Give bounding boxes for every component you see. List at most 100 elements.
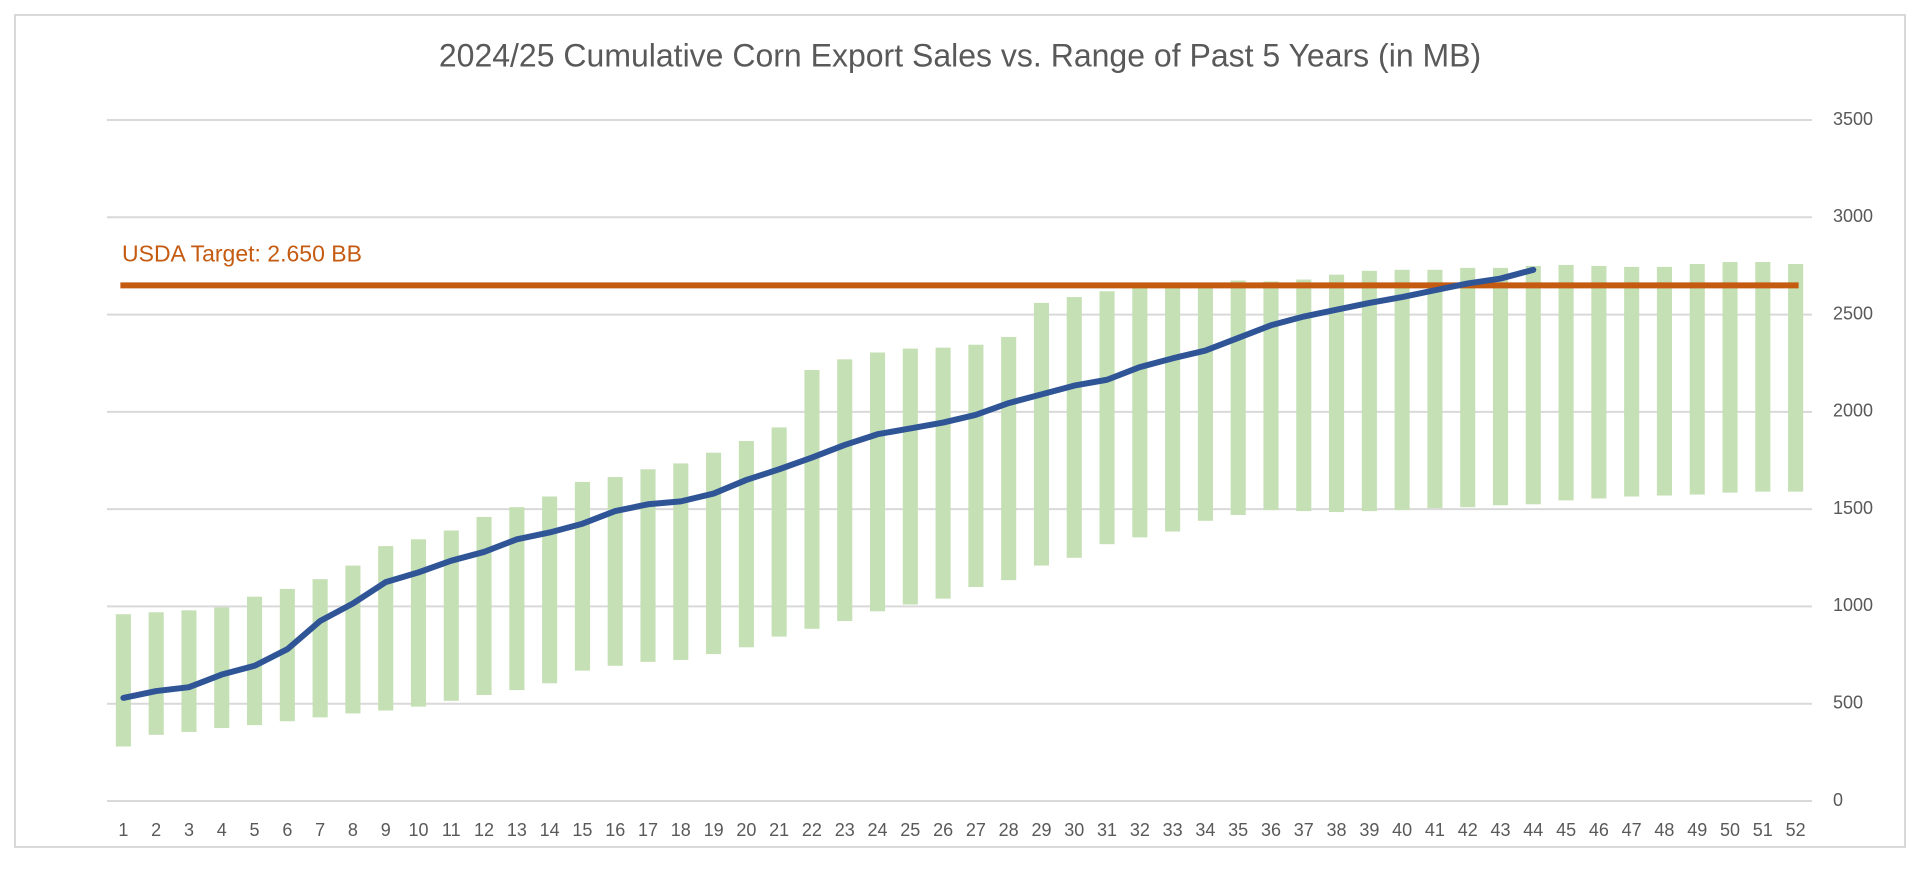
range-bar — [869, 352, 886, 612]
range-bar — [1591, 265, 1607, 499]
y-tick-label: 1000 — [1833, 595, 1873, 615]
x-tick-label: 13 — [507, 820, 527, 840]
x-tick-label: 14 — [540, 820, 560, 840]
x-tick-label: 27 — [966, 820, 986, 840]
x-tick-label: 7 — [315, 820, 325, 840]
x-tick-label: 29 — [1031, 820, 1051, 840]
x-tick-label: 50 — [1720, 820, 1740, 840]
chart-border — [14, 14, 1906, 848]
y-tick-label: 0 — [1833, 790, 1843, 810]
range-bar — [247, 596, 263, 726]
chart-title: 2024/25 Cumulative Corn Export Sales vs.… — [439, 37, 1481, 73]
range-bar — [1296, 279, 1312, 512]
x-tick-label: 5 — [250, 820, 260, 840]
range-bar — [837, 359, 853, 622]
range-bar — [1132, 287, 1148, 538]
x-tick-label: 24 — [868, 820, 888, 840]
x-tick-label: 33 — [1163, 820, 1183, 840]
y-tick-label: 2000 — [1833, 401, 1873, 421]
x-tick-label: 41 — [1425, 820, 1445, 840]
x-tick-label: 40 — [1392, 820, 1412, 840]
y-tick-label: 500 — [1833, 692, 1863, 712]
range-bar — [1755, 262, 1771, 492]
range-bar — [1558, 264, 1574, 501]
x-tick-label: 34 — [1195, 820, 1215, 840]
range-bar — [1329, 274, 1345, 513]
x-tick-label: 47 — [1622, 820, 1642, 840]
x-tick-label: 21 — [769, 820, 789, 840]
x-tick-label: 3 — [184, 820, 194, 840]
x-tick-label: 12 — [474, 820, 494, 840]
y-tick-label: 3000 — [1833, 206, 1873, 226]
range-bar — [1394, 269, 1410, 511]
x-tick-label: 4 — [217, 820, 227, 840]
x-tick-label: 23 — [835, 820, 855, 840]
x-tick-label: 37 — [1294, 820, 1314, 840]
range-bar — [1656, 266, 1672, 496]
range-bar — [1263, 281, 1279, 511]
range-bar — [1525, 265, 1541, 505]
range-bar — [1427, 269, 1443, 509]
range-bar — [1066, 297, 1082, 558]
x-tick-label: 28 — [999, 820, 1019, 840]
range-bar — [804, 370, 820, 629]
x-tick-label: 31 — [1097, 820, 1117, 840]
x-tick-label: 46 — [1589, 820, 1609, 840]
x-tick-label: 1 — [118, 820, 128, 840]
range-bar — [279, 588, 295, 722]
range-bar — [443, 530, 459, 701]
x-tick-label: 2 — [151, 820, 161, 840]
range-bar — [1099, 291, 1115, 545]
target-label: USDA Target: 2.650 BB — [122, 240, 362, 266]
x-tick-label: 11 — [442, 820, 461, 840]
range-bar — [1492, 267, 1509, 506]
range-bar — [410, 539, 427, 707]
range-bar — [214, 607, 230, 729]
x-tick-label: 17 — [638, 820, 658, 840]
x-tick-label: 22 — [802, 820, 822, 840]
range-bar — [1197, 283, 1213, 521]
range-bar — [902, 348, 918, 605]
range-bar — [640, 469, 656, 662]
range-bar — [181, 610, 197, 732]
x-tick-label: 35 — [1228, 820, 1248, 840]
range-bar — [968, 344, 984, 587]
x-tick-label: 52 — [1786, 820, 1806, 840]
range-bar — [1624, 266, 1640, 497]
x-tick-label: 42 — [1458, 820, 1478, 840]
x-tick-label: 25 — [900, 820, 920, 840]
range-bar — [771, 427, 787, 637]
range-bar — [706, 452, 722, 655]
x-tick-label: 30 — [1064, 820, 1084, 840]
x-tick-label: 19 — [704, 820, 724, 840]
y-tick-label: 2500 — [1833, 303, 1873, 323]
range-bar — [574, 481, 590, 671]
range-bar — [312, 579, 328, 718]
x-tick-label: 20 — [736, 820, 756, 840]
range-bar — [1788, 263, 1804, 492]
range-bar — [1361, 270, 1377, 512]
x-tick-label: 18 — [671, 820, 691, 840]
x-tick-label: 49 — [1687, 820, 1707, 840]
range-bar — [476, 516, 492, 695]
range-bar — [1230, 280, 1246, 515]
x-tick-label: 45 — [1556, 820, 1576, 840]
range-bar — [115, 614, 131, 747]
x-tick-label: 6 — [282, 820, 292, 840]
x-tick-label: 43 — [1490, 820, 1510, 840]
range-bar — [673, 463, 689, 660]
x-tick-label: 10 — [408, 820, 428, 840]
range-bar — [738, 441, 754, 648]
x-tick-label: 15 — [572, 820, 592, 840]
range-bar — [1165, 285, 1181, 532]
range-bar — [345, 565, 361, 714]
range-bar — [1033, 302, 1050, 566]
x-tick-label: 16 — [605, 820, 625, 840]
x-tick-label: 32 — [1130, 820, 1150, 840]
x-tick-label: 36 — [1261, 820, 1281, 840]
range-bar — [935, 347, 951, 599]
x-tick-label: 9 — [381, 820, 391, 840]
range-bar — [148, 612, 164, 735]
range-bar — [378, 546, 394, 711]
